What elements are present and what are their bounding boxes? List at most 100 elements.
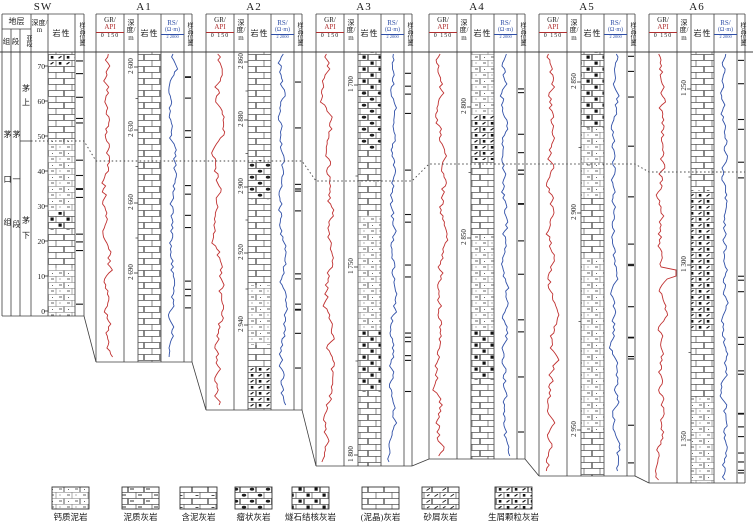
rs-unit-label: (Ω·m) — [604, 27, 627, 35]
gr-label: GR/ — [657, 16, 669, 24]
rs-label: RS/ — [277, 19, 288, 27]
gr-scale: 0 150 — [433, 32, 453, 39]
depth-label: 2 850 — [460, 229, 468, 245]
lith-header: 岩性 — [52, 29, 71, 38]
gr-api-label: API — [316, 24, 344, 33]
depth-label: 2 800 — [460, 98, 468, 114]
well-connector-line — [83, 315, 97, 363]
gr-curve — [319, 53, 335, 463]
depth-label: 1 250 — [680, 80, 688, 96]
depth-label: 2 690 — [127, 264, 135, 280]
strat-char: 上 — [22, 98, 30, 107]
depth-label: 1 350 — [680, 431, 688, 447]
sample-header: 样品位置 — [78, 21, 84, 46]
legend-swatch-marl — [51, 486, 90, 510]
depth-label: 2 950 — [570, 421, 578, 437]
well-connector-line — [524, 458, 540, 477]
rs-scale: 2 2000 — [386, 33, 399, 39]
well-name: SW — [33, 1, 53, 13]
gr-curve — [655, 53, 677, 481]
rs-scale: 2 2000 — [609, 33, 622, 39]
gr-label: GR/ — [437, 16, 449, 24]
strat-char: 茅 — [3, 130, 12, 139]
correlation-dotted-line — [31, 140, 745, 182]
gr-curve — [545, 53, 560, 472]
depth-label: 2 880 — [237, 111, 245, 127]
sw-lith-band — [48, 212, 75, 230]
depth-label: 2 850 — [570, 73, 578, 89]
well-name: A1 — [136, 1, 152, 13]
gr-header: GR/API 0 150 — [649, 16, 677, 39]
depth-label: 2 940 — [237, 316, 245, 332]
depth-label: 2 900 — [237, 178, 245, 194]
strat-col-header: 组 — [2, 37, 11, 46]
gr-label: GR/ — [324, 16, 336, 24]
rs-header: RS/(Ω·m) 2 2000 — [714, 19, 737, 39]
legend-label: 生屑颗粒灰岩 — [487, 512, 540, 522]
depth-label: 60 — [37, 97, 46, 106]
rs-curve — [277, 53, 288, 406]
sample-header: 样品位置 — [186, 21, 192, 46]
gr-scale: 0 150 — [543, 32, 563, 39]
depth-label: 2 630 — [127, 121, 135, 137]
gr-header: GR/API 0 150 — [96, 16, 124, 39]
legend-label: 砂屑灰岩 — [423, 512, 458, 522]
rs-unit-label: (Ω·m) — [271, 27, 294, 35]
rs-label: RS/ — [610, 19, 621, 27]
rs-scale: 2 2000 — [499, 33, 512, 39]
sw-lith-band — [48, 268, 75, 316]
depth-label: 2 600 — [127, 58, 135, 74]
rs-label: RS/ — [387, 19, 398, 27]
well-name: A6 — [689, 1, 705, 13]
gr-header: GR/API 0 150 — [429, 16, 457, 39]
sample-header: 样品位置 — [739, 21, 745, 46]
gr-curve — [101, 53, 113, 358]
depth-label: 2 860 — [237, 53, 245, 69]
strat-char: 段 — [12, 220, 21, 229]
gr-api-label: API — [539, 24, 567, 33]
depth-label: 1 750 — [347, 258, 355, 274]
legend-label: 泥质灰岩 — [123, 512, 158, 522]
rs-unit-label: (Ω·m) — [494, 27, 517, 35]
gr-header: GR/API 0 150 — [316, 16, 344, 39]
gr-header: GR/API 0 150 — [539, 16, 567, 39]
rs-curve — [167, 53, 179, 358]
well-name: A5 — [579, 1, 595, 13]
depth-label: 40 — [37, 167, 46, 176]
depth-label: 1 700 — [347, 76, 355, 92]
well-connector-line — [411, 458, 430, 467]
depth-label: 70 — [37, 62, 46, 71]
depth-header: 深度/ m — [679, 19, 689, 42]
rs-header: RS/(Ω·m) 2 2000 — [161, 19, 184, 39]
lith-header: 岩性 — [140, 29, 159, 38]
rs-scale: 2 2000 — [276, 33, 289, 39]
gr-api-label: API — [429, 24, 457, 33]
lith-header: 岩性 — [473, 29, 492, 38]
strat-char: 茅 — [12, 130, 21, 139]
gr-scale: 0 150 — [320, 32, 340, 39]
depth-label: 50 — [37, 132, 46, 141]
well-connector-line — [634, 475, 650, 484]
rs-label: RS/ — [720, 19, 731, 27]
rs-label: RS/ — [167, 19, 178, 27]
strat-col-header: 段 — [11, 37, 20, 46]
legend-label: 含泥灰岩 — [181, 512, 216, 522]
legend-label: (泥晶)灰岩 — [360, 512, 401, 522]
gr-curve — [211, 53, 226, 406]
rs-curve — [608, 53, 621, 472]
rs-unit-label: (Ω·m) — [161, 27, 184, 35]
lith-header: 岩性 — [360, 29, 379, 38]
well-name: A3 — [356, 1, 372, 13]
gr-api-label: API — [206, 24, 234, 33]
depth-header: 深度/ m — [569, 19, 579, 42]
well-name: A4 — [469, 1, 485, 13]
rs-unit-label: (Ω·m) — [381, 27, 404, 35]
depth-label: 1 300 — [680, 256, 688, 272]
depth-header: 深度/ m — [126, 19, 136, 42]
sample-header: 样品位置 — [296, 21, 302, 46]
depth-label: 2 920 — [237, 244, 245, 260]
gr-label: GR/ — [104, 16, 116, 24]
rs-header: RS/(Ω·m) 2 2000 — [604, 19, 627, 39]
depth-label: 0 — [41, 307, 45, 316]
